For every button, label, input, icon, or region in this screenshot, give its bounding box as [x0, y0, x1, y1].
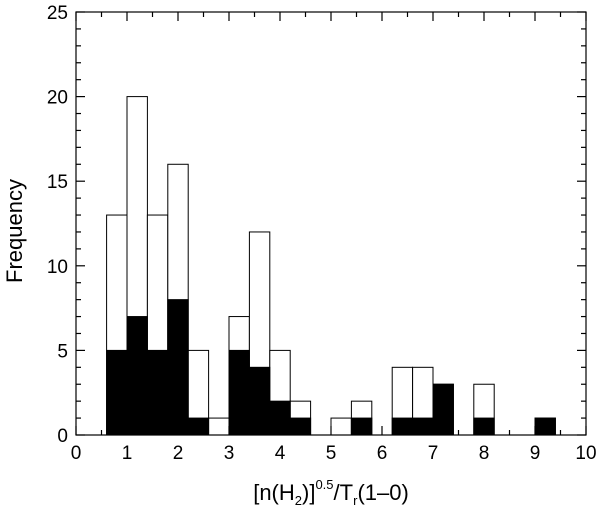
- y-tick-label: 5: [57, 341, 68, 362]
- filled-bar-6: [228, 349, 250, 436]
- x-axis-title-sup: 0.5: [315, 477, 333, 492]
- x-tick-label: 7: [428, 443, 439, 464]
- filled-bar-14: [391, 417, 414, 436]
- axis-ticks: [75, 11, 587, 436]
- x-tick-label: 3: [224, 443, 235, 464]
- y-tick-label: 0: [57, 426, 68, 447]
- x-tick-label: 10: [575, 443, 596, 464]
- filled-bar-4: [187, 417, 210, 436]
- filled-bar-21: [534, 417, 556, 436]
- filled-bar-15: [412, 417, 434, 436]
- x-tick-label: 9: [530, 443, 541, 464]
- filled-bars-series: [106, 299, 556, 436]
- y-tick-labels: 0 5 10 15 20 25: [47, 3, 68, 447]
- filled-bar-3: [167, 299, 189, 436]
- filled-bar-7: [248, 366, 271, 436]
- x-tick-label: 8: [479, 443, 490, 464]
- x-tick-label: 5: [326, 443, 337, 464]
- y-tick-label: 10: [47, 257, 68, 278]
- filled-bar-9: [289, 417, 312, 436]
- open-bar-5: [208, 417, 230, 436]
- x-tick-label: 1: [122, 443, 133, 464]
- x-tick-label: 4: [275, 443, 286, 464]
- y-tick-label: 20: [47, 88, 68, 109]
- x-axis-title-open: [n(H: [253, 480, 295, 505]
- filled-bar-16: [432, 383, 454, 436]
- x-axis-title: [n(H2)]0.5/Tr(1–0): [253, 477, 409, 508]
- y-tick-label: 25: [47, 3, 68, 24]
- filled-bar-0: [106, 349, 128, 436]
- x-tick-labels: 0 1 2 3 4 5 6 7 8 9 10: [71, 443, 597, 464]
- filled-bar-12: [350, 417, 373, 436]
- y-tick-label: 15: [47, 172, 68, 193]
- x-axis-title-tail: (1–0): [357, 480, 408, 505]
- filled-bar-1: [126, 316, 148, 436]
- x-axis-title-slash-t: /T: [334, 480, 354, 505]
- x-axis-title-close: )]: [302, 480, 315, 505]
- x-axis-title-sub-r: r: [353, 493, 358, 508]
- x-tick-label: 6: [377, 443, 388, 464]
- open-bar-11: [330, 417, 352, 436]
- y-axis-title: Frequency: [2, 179, 27, 283]
- x-tick-label: 0: [71, 443, 82, 464]
- filled-bar-2: [146, 349, 169, 436]
- x-axis-title-sub: 2: [295, 493, 302, 508]
- x-tick-label: 2: [173, 443, 184, 464]
